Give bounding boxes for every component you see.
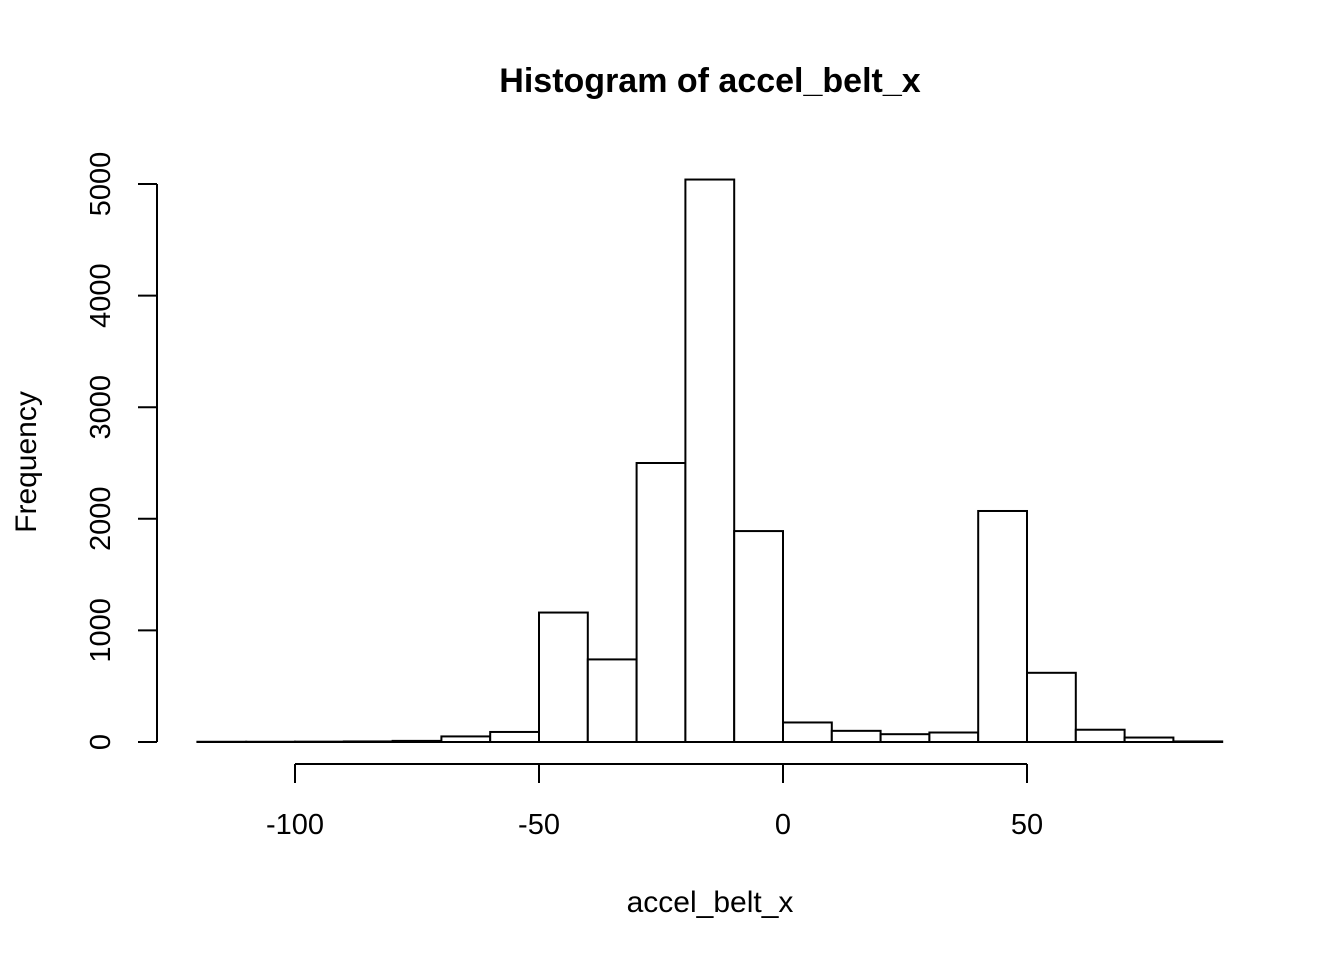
histogram-bar bbox=[928, 731, 980, 743]
histogram-bar bbox=[733, 530, 785, 743]
bars-group bbox=[196, 178, 1224, 744]
y-tick-label: 0 bbox=[85, 734, 117, 750]
x-tick-label: -100 bbox=[266, 809, 324, 841]
histogram-bar bbox=[684, 178, 736, 743]
histogram-bar bbox=[635, 462, 687, 743]
histogram-bar bbox=[977, 509, 1029, 743]
x-axis: -100 -50 0 50 bbox=[266, 763, 1043, 841]
x-tick-label: 50 bbox=[1011, 809, 1043, 841]
x-tick-label: -50 bbox=[518, 809, 560, 841]
y-axis: 0 1000 2000 3000 4000 5000 bbox=[85, 152, 158, 750]
chart-title: Histogram of accel_belt_x bbox=[499, 62, 920, 100]
histogram-bar bbox=[830, 729, 882, 744]
histogram-bar bbox=[440, 735, 492, 743]
histogram-bar bbox=[538, 611, 589, 743]
y-axis-label: Frequency bbox=[10, 391, 43, 533]
histogram-bar bbox=[391, 739, 443, 743]
histogram-bar bbox=[1026, 671, 1077, 743]
histogram-bar bbox=[782, 721, 833, 743]
y-tick-label: 4000 bbox=[85, 263, 117, 328]
y-tick-label: 1000 bbox=[85, 598, 117, 663]
y-tick-label: 2000 bbox=[85, 487, 117, 552]
histogram-bar bbox=[1172, 740, 1224, 744]
histogram-bar bbox=[586, 658, 638, 744]
x-axis-label: accel_belt_x bbox=[627, 886, 794, 919]
histogram-bar bbox=[1074, 728, 1126, 743]
y-tick-label: 5000 bbox=[85, 152, 117, 217]
histogram-bar bbox=[879, 733, 931, 743]
y-tick-label: 3000 bbox=[85, 375, 117, 440]
histogram-bar bbox=[1123, 736, 1175, 744]
histogram-bar bbox=[489, 730, 541, 743]
histogram-bar bbox=[342, 740, 394, 744]
x-tick-label: 0 bbox=[775, 809, 791, 841]
